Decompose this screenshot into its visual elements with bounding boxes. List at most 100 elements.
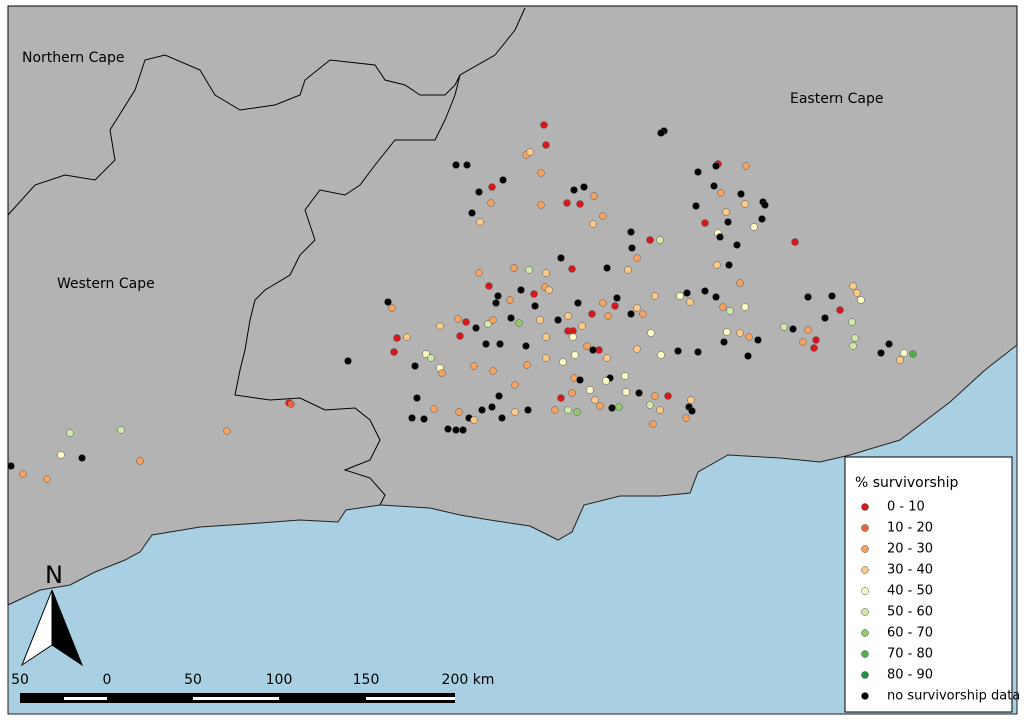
site-point [716,233,724,241]
site-point [741,200,749,208]
site-point [608,404,616,412]
site-point [688,407,696,415]
north-arrow: N [20,561,84,667]
site-point [408,414,416,422]
site-point [657,129,665,137]
site-point [576,200,584,208]
legend-label: 0 - 10 [887,500,925,515]
site-point [736,279,744,287]
site-point [524,406,532,414]
site-point [646,236,654,244]
site-point [646,401,654,409]
site-point [542,333,550,341]
scale-label: 150 [353,672,380,688]
site-point [682,414,690,422]
site-point [470,416,478,424]
site-point [568,265,576,273]
site-point [628,244,636,252]
site-point [676,292,684,300]
site-point [388,304,396,312]
site-point [468,209,476,217]
site-point [530,290,538,298]
site-point [857,296,865,304]
legend-swatch [861,566,869,574]
site-point [725,261,733,269]
site-point [611,302,619,310]
site-point [701,287,709,295]
site-point [494,292,502,300]
legend-swatch [861,650,869,658]
site-point [588,310,596,318]
site-point [604,312,612,320]
site-point [657,351,665,359]
site-point [557,254,565,262]
site-point [420,415,428,423]
site-point [7,462,15,470]
sites [7,121,917,483]
site-point [517,286,525,294]
site-point [828,292,836,300]
site-point [542,354,550,362]
sea [7,343,1018,715]
site-point [741,303,749,311]
site-point [821,314,829,322]
site-point [475,188,483,196]
site-point [633,304,641,312]
site-point [712,162,720,170]
site-point [686,298,694,306]
legend-title: % survivorship [855,475,959,491]
site-point [489,367,497,375]
site-point [692,202,700,210]
site-point [720,338,728,346]
scale-bar [20,693,455,703]
site-point [651,392,659,400]
site-point [578,322,586,330]
site-point [488,183,496,191]
site-point [615,403,623,411]
site-point [522,342,530,350]
north-label: N [45,561,63,589]
site-point [422,350,430,358]
site-point [485,282,493,290]
site-point [674,347,682,355]
legend-label: 30 - 40 [887,563,933,578]
site-point [836,306,844,314]
site-point [499,176,507,184]
site-point [537,201,545,209]
site-point [717,189,725,197]
site-point [463,161,471,169]
site-point [599,212,607,220]
site-point [627,228,635,236]
site-point [57,451,65,459]
site-point [488,403,496,411]
site-point [427,354,435,362]
site-point [664,392,672,400]
site-point [627,310,635,318]
site-point [758,215,766,223]
site-point [510,264,518,272]
site-point [452,161,460,169]
site-point [603,264,611,272]
site-point [810,344,818,352]
site-point [812,336,820,344]
site-point [849,342,857,350]
site-point [511,408,519,416]
site-point [393,334,401,342]
site-point [564,312,572,320]
site-point [742,162,750,170]
site-point [737,190,745,198]
site-point [804,326,812,334]
legend-label: 50 - 60 [887,605,933,620]
site-point [900,349,908,357]
site-point [656,236,664,244]
site-point [589,220,597,228]
site-point [639,310,647,318]
site-point [454,315,462,323]
site-point [569,333,577,341]
site-point [511,381,519,389]
legend-swatch [861,608,869,616]
site-point [537,169,545,177]
scale-label: 100 [266,672,293,688]
site-point [476,218,484,226]
site-point [849,282,857,290]
